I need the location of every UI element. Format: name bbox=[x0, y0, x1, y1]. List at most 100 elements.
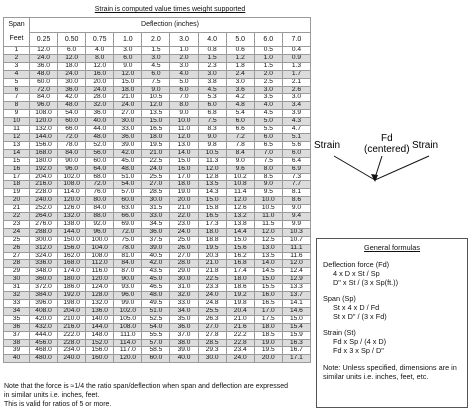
strain-cell: 0.5 bbox=[253, 46, 283, 55]
table-row: 26 312.0 156.0 104.0 78.0 39.0 26.0 19.5 15.6 13.… bbox=[3, 243, 312, 253]
strain-cell: 16.7 bbox=[281, 346, 312, 356]
strain-cell: 168.0 bbox=[57, 259, 87, 269]
strain-cell: 111.0 bbox=[113, 330, 143, 340]
strain-cell: 69.0 bbox=[113, 219, 143, 229]
strain-cell: 10.0 bbox=[169, 117, 199, 127]
strain-cell: 57.0 bbox=[113, 188, 143, 198]
strain-cell: 252.0 bbox=[28, 204, 59, 214]
strain-cell: 15.0 bbox=[253, 275, 283, 285]
span-cell: 19 bbox=[3, 188, 30, 198]
span-formula-head: Span (Sp) bbox=[323, 294, 356, 303]
strain-cell: 23.0 bbox=[169, 219, 199, 229]
strain-cell: 240.0 bbox=[57, 354, 87, 364]
strain-cell: 12.8 bbox=[197, 172, 227, 182]
strain-cell: 13.0 bbox=[169, 140, 199, 150]
strain-cell: 11.4 bbox=[225, 188, 255, 198]
strain-cell: 2.4 bbox=[225, 69, 255, 79]
table-row: 17 204.0 102.0 68.0 51.0 25.5 17.0 12.8 10.2 8.5 7… bbox=[3, 172, 312, 182]
span-cell: 38 bbox=[3, 338, 30, 348]
strain-cell: 7.5 bbox=[141, 77, 171, 87]
strain-cell: 4.5 bbox=[253, 109, 283, 119]
strain-cell: 144.0 bbox=[28, 132, 59, 142]
strain-cell: 48.0 bbox=[28, 69, 59, 79]
table-row: 31 372.0 186.0 124.0 93.0 46.5 31.0 23.3 18.6 15.… bbox=[3, 283, 312, 293]
span-formula-2: St x D" / (3 x Fd) bbox=[333, 312, 387, 321]
strain-cell: 120.0 bbox=[57, 196, 87, 206]
strain-cell: 300.0 bbox=[28, 235, 59, 245]
strain-cell: 12.0 bbox=[281, 259, 312, 269]
strain-cell: 21.8 bbox=[197, 267, 227, 277]
strain-cell: 18.0 bbox=[169, 180, 199, 190]
strain-cell: 60.0 bbox=[85, 156, 115, 166]
strain-cell: 18.0 bbox=[141, 132, 171, 142]
strain-cell: 8.0 bbox=[253, 164, 283, 174]
strain-cell: 10.2 bbox=[225, 172, 255, 182]
strain-cell: 16.0 bbox=[253, 291, 283, 300]
strain-cell: 19.5 bbox=[141, 140, 171, 150]
strain-cell: 33.0 bbox=[141, 212, 171, 221]
strain-cell: 186.0 bbox=[57, 283, 87, 293]
strain-cell: 120.0 bbox=[113, 354, 143, 364]
strain-cell: 180.0 bbox=[28, 156, 59, 166]
strain-cell: 2.3 bbox=[197, 61, 227, 71]
strain-cell: 17.1 bbox=[281, 354, 312, 364]
strain-cell: 5.0 bbox=[169, 77, 199, 87]
strain-cell: 15.5 bbox=[253, 283, 283, 293]
strain-cell: 14.3 bbox=[197, 188, 227, 198]
strain-cell: 18.0 bbox=[113, 85, 143, 95]
strain-cell: 54.0 bbox=[141, 322, 171, 332]
strain-cell: 360.0 bbox=[28, 275, 59, 285]
span-cell: 22 bbox=[3, 212, 30, 221]
strain-cell: 9.0 bbox=[141, 85, 171, 95]
strain-cell: 76.0 bbox=[85, 188, 115, 198]
strain-cell: 5.3 bbox=[197, 93, 227, 103]
strain-cell: 10.5 bbox=[253, 204, 283, 214]
strain-cell: 14.0 bbox=[253, 259, 283, 269]
column-header: 0.25 bbox=[28, 32, 59, 47]
strain-cell: 12.4 bbox=[281, 267, 312, 277]
strain-cell: 156.0 bbox=[28, 140, 59, 150]
strain-cell: 35.0 bbox=[169, 314, 199, 324]
span-cell: 36 bbox=[3, 322, 30, 332]
column-header: 4.0 bbox=[197, 32, 227, 47]
strain-cell: 13.0 bbox=[253, 243, 283, 253]
strain-cell: 2.1 bbox=[281, 77, 312, 87]
strain-cell: 8.1 bbox=[281, 188, 312, 198]
strain-cell: 8.6 bbox=[281, 196, 312, 206]
strain-cell: 32.0 bbox=[85, 101, 115, 111]
strain-cell: 28.5 bbox=[141, 188, 171, 198]
strain-cell: 24.0 bbox=[197, 291, 227, 300]
span-cell: 33 bbox=[3, 299, 30, 308]
span-cell: 10 bbox=[3, 117, 30, 127]
strain-cell: 22.8 bbox=[225, 338, 255, 348]
strain-cell: 21.0 bbox=[141, 148, 171, 158]
span-cell: 23 bbox=[3, 219, 30, 229]
strain-cell: 20.0 bbox=[169, 196, 199, 206]
strain-cell: 32.0 bbox=[169, 291, 199, 300]
strain-cell: 45.0 bbox=[141, 275, 171, 285]
strain-cell: 24.8 bbox=[197, 299, 227, 308]
strain-cell: 228.0 bbox=[28, 188, 59, 198]
strain-cell: 66.0 bbox=[57, 125, 87, 134]
strain-cell: 24.0 bbox=[141, 164, 171, 174]
strain-cell: 48.0 bbox=[141, 291, 171, 300]
strain-cell: 27.0 bbox=[113, 109, 143, 119]
strain-cell: 37.5 bbox=[141, 235, 171, 245]
strain-cell: 15.8 bbox=[197, 204, 227, 214]
span-cell: 15 bbox=[3, 156, 30, 166]
strain-cell: 39.0 bbox=[169, 346, 199, 356]
strain-cell: 84.0 bbox=[113, 259, 143, 269]
table-row: 30 360.0 180.0 120.0 90.0 45.0 30.0 22.5 18.0 15.… bbox=[3, 275, 312, 285]
table-row: 1 12.0 6.0 4.0 3.0 1.5 1.0 0.8 0.6 0.5 0.4 bbox=[3, 46, 312, 55]
strain-cell: 11.3 bbox=[197, 156, 227, 166]
strain-cell: 210.0 bbox=[57, 314, 87, 324]
strain-cell: 8.0 bbox=[169, 101, 199, 111]
strain-cell: 36.0 bbox=[28, 61, 59, 71]
strain-cell: 2.0 bbox=[253, 69, 283, 79]
strain-cell: 4.5 bbox=[141, 61, 171, 71]
strain-cell: 120.0 bbox=[85, 275, 115, 285]
span-cell: 6 bbox=[3, 85, 30, 95]
strain-cell: 21.0 bbox=[113, 93, 143, 103]
strain-cell: 75.0 bbox=[113, 235, 143, 245]
strain-cell: 45.0 bbox=[113, 156, 143, 166]
